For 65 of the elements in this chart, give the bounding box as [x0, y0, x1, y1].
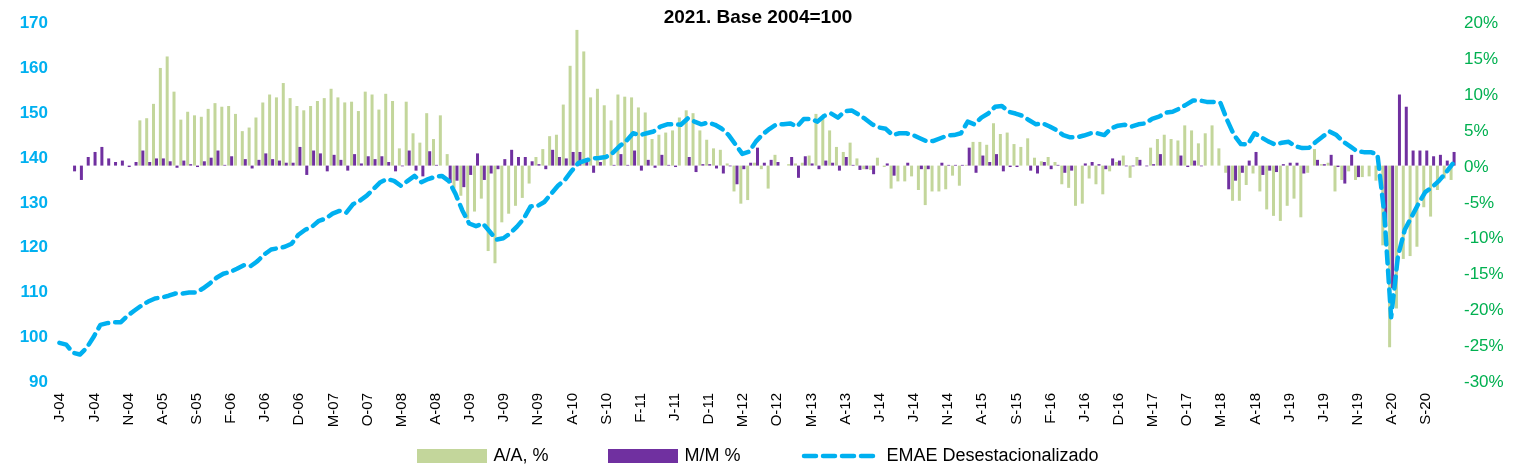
x-tick-label: O-12 [767, 393, 785, 427]
y2-tick-label: -30% [1464, 372, 1504, 392]
x-tick-label: A-18 [1245, 393, 1263, 425]
y2-tick-label: -15% [1464, 264, 1504, 284]
x-tick-label: J-14 [869, 393, 887, 423]
x-tick-label: A-15 [972, 393, 990, 425]
x-tick-label: A-10 [562, 393, 580, 425]
x-tick-label: J-19 [1279, 393, 1297, 423]
y2-tick-label: 20% [1464, 13, 1499, 33]
y2-tick-label: 0% [1464, 156, 1489, 176]
x-tick-label: F-06 [221, 393, 239, 424]
y-tick-label: 150 [19, 102, 48, 122]
x-tick-label: A-13 [835, 393, 853, 425]
x-tick-label: J-06 [255, 393, 273, 423]
x-tick-label: A-20 [1382, 393, 1400, 425]
x-tick-label: D-11 [699, 393, 717, 425]
legend-label: M/M % [684, 445, 741, 466]
x-tick-label: J-09 [494, 393, 512, 423]
y2-tick-label: -5% [1464, 192, 1495, 212]
x-tick-label: S-15 [1006, 393, 1024, 425]
y-tick-label: 160 [19, 57, 48, 77]
x-tick-label: F-11 [630, 393, 648, 423]
y-tick-label: 90 [29, 372, 48, 392]
x-tick-label: M-12 [733, 393, 751, 428]
y2-tick-label: -25% [1464, 336, 1504, 356]
x-tick-label: N-04 [118, 393, 136, 426]
x-tick-label: A-08 [426, 393, 444, 425]
y2-tick-label: 10% [1464, 84, 1499, 104]
x-tick-label: F-16 [1040, 393, 1058, 424]
x-tick-label: M-17 [1143, 393, 1161, 428]
chart-title: 2021. Base 2004=100 [663, 6, 853, 27]
x-tick-label: O-07 [357, 393, 375, 427]
x-tick-label: A-05 [152, 393, 170, 425]
x-tick-label: D-06 [289, 393, 307, 426]
x-tick-label: M-13 [801, 393, 819, 428]
y-tick-label: 120 [19, 237, 48, 257]
legend-label: EMAE Desestacionalizado [886, 445, 1099, 466]
x-tick-label: J-16 [1074, 393, 1092, 423]
y-tick-label: 100 [19, 327, 48, 347]
y-tick-label: 130 [19, 192, 48, 212]
x-tick-label: N-09 [528, 393, 546, 426]
y-tick-label: 170 [19, 13, 48, 33]
x-tick-label: J-14 [904, 393, 922, 423]
x-tick-label: J-09 [460, 393, 478, 423]
x-tick-label: M-07 [323, 393, 341, 428]
y2-tick-label: 15% [1464, 48, 1499, 68]
x-tick-label: N-19 [1347, 393, 1365, 426]
x-tick-label: N-14 [938, 393, 956, 426]
y2-tick-label: -10% [1464, 228, 1504, 248]
x-tick-label: S-05 [187, 393, 204, 425]
x-tick-label: J-04 [50, 393, 68, 423]
y-tick-label: 110 [20, 282, 48, 302]
x-tick-label: D-16 [1108, 393, 1126, 426]
x-tick-label: M-18 [1211, 393, 1229, 428]
x-tick-label: J-04 [84, 393, 102, 423]
x-tick-label: S-20 [1416, 393, 1434, 425]
x-tick-label: J-19 [1313, 393, 1331, 423]
y2-tick-label: 5% [1464, 120, 1489, 140]
x-tick-label: J-11 [665, 393, 683, 422]
x-tick-label: S-10 [596, 393, 614, 425]
y2-tick-label: -20% [1464, 300, 1504, 320]
y-tick-label: 140 [19, 147, 48, 167]
x-tick-label: M-08 [391, 393, 409, 428]
x-tick-label: O-17 [1177, 393, 1195, 427]
legend-label: A/A, % [493, 445, 549, 466]
